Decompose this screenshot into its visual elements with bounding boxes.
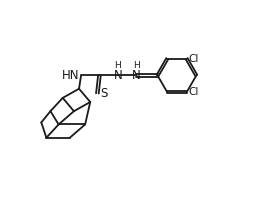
Text: N: N [114,69,122,82]
Text: HN: HN [62,69,79,82]
Text: Cl: Cl [188,54,199,64]
Text: N: N [132,69,141,82]
Text: S: S [100,87,108,100]
Text: Cl: Cl [188,87,199,97]
Text: H: H [114,61,121,70]
Text: H: H [133,61,140,70]
